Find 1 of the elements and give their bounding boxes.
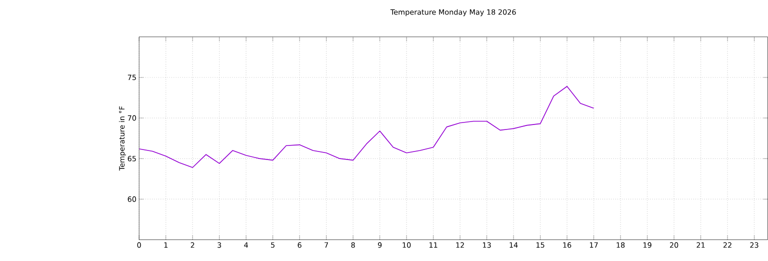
line-series: [139, 86, 594, 168]
